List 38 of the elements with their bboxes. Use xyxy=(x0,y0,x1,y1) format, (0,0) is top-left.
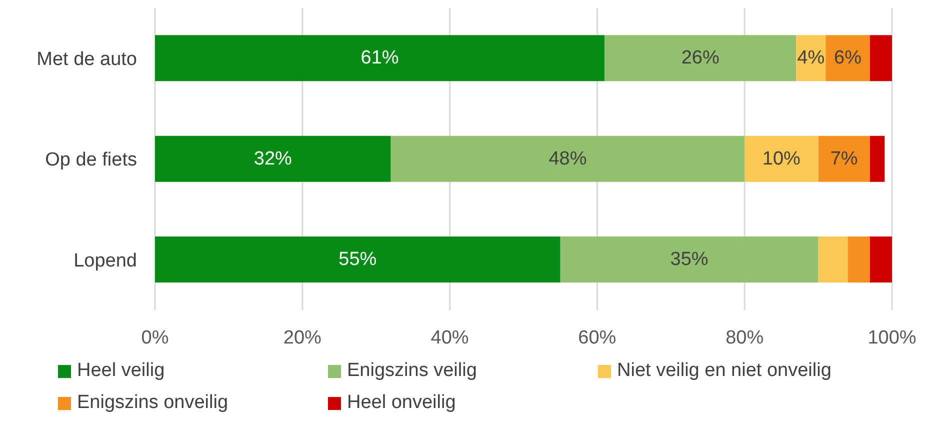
bar xyxy=(155,236,560,283)
bar xyxy=(744,136,818,182)
bar xyxy=(604,35,796,82)
y-tick-label: Op de fiets xyxy=(45,150,137,171)
x-tick-label: 40% xyxy=(430,327,469,348)
x-tick-label: 20% xyxy=(283,327,322,348)
legend-label: Enigszins veilig xyxy=(347,360,477,382)
data-label: 7% xyxy=(830,148,858,170)
data-label: 35% xyxy=(670,249,708,270)
legend-label: Niet veilig en niet onveilig xyxy=(617,360,832,382)
y-tick-label: Met de auto xyxy=(36,49,137,70)
data-label: 55% xyxy=(338,249,377,270)
bar xyxy=(155,136,391,182)
bar xyxy=(390,136,745,182)
x-tick-label: 80% xyxy=(726,327,764,348)
data-label: 32% xyxy=(254,148,292,170)
x-tick-label: 60% xyxy=(578,327,616,348)
data-label: 10% xyxy=(762,148,801,170)
bar xyxy=(870,236,892,283)
bar xyxy=(818,136,870,182)
x-tick-label: 0% xyxy=(141,327,169,348)
data-label: 48% xyxy=(548,148,587,170)
data-label: 26% xyxy=(681,48,720,69)
bar xyxy=(870,35,892,82)
bar xyxy=(155,35,605,82)
legend-label: Heel veilig xyxy=(77,360,165,382)
data-label: 61% xyxy=(360,48,399,69)
legend-label: Heel onveilig xyxy=(347,392,456,414)
bar xyxy=(818,236,848,283)
data-label: 6% xyxy=(834,48,862,69)
bar xyxy=(560,236,818,283)
bar xyxy=(826,35,870,82)
bar xyxy=(870,136,885,182)
legend-label: Enigszins onveilig xyxy=(77,392,228,414)
data-label: 4% xyxy=(797,48,825,69)
bar xyxy=(848,236,870,283)
x-tick-label: 100% xyxy=(868,327,916,348)
y-tick-label: Lopend xyxy=(74,250,137,272)
